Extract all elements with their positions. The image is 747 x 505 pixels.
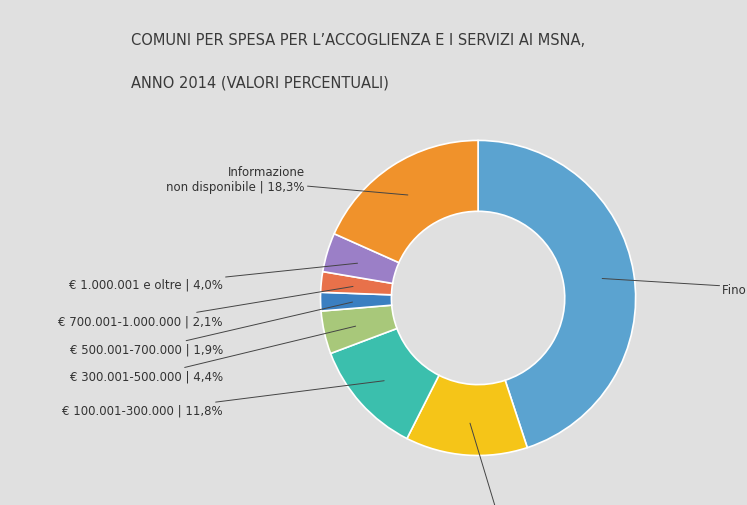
Text: € 50.001-100.000 | 12,5%: € 50.001-100.000 | 12,5% (430, 423, 583, 505)
Text: COMUNI PER SPESA PER L’ACCOGLIENZA E I SERVIZI AI MSNA,: COMUNI PER SPESA PER L’ACCOGLIENZA E I S… (131, 32, 585, 47)
Text: € 700.001-1.000.000 | 2,1%: € 700.001-1.000.000 | 2,1% (58, 286, 353, 328)
Wedge shape (407, 375, 527, 456)
Text: Informazione
non disponibile | 18,3%: Informazione non disponibile | 18,3% (167, 166, 408, 195)
Wedge shape (331, 328, 439, 438)
Text: Fino a € 50.000 | 44,9%: Fino a € 50.000 | 44,9% (602, 279, 747, 296)
Text: € 1.000.001 e oltre | 4,0%: € 1.000.001 e oltre | 4,0% (69, 263, 358, 292)
Text: € 500.001-700.000 | 1,9%: € 500.001-700.000 | 1,9% (69, 302, 353, 357)
Wedge shape (334, 140, 478, 263)
Wedge shape (321, 305, 397, 354)
Wedge shape (478, 140, 636, 447)
Wedge shape (320, 272, 393, 295)
Text: € 100.001-300.000 | 11,8%: € 100.001-300.000 | 11,8% (62, 381, 384, 418)
Text: ANNO 2014 (VALORI PERCENTUALI): ANNO 2014 (VALORI PERCENTUALI) (131, 75, 388, 90)
Text: € 300.001-500.000 | 4,4%: € 300.001-500.000 | 4,4% (69, 326, 356, 383)
Wedge shape (323, 234, 399, 283)
Wedge shape (320, 292, 391, 311)
